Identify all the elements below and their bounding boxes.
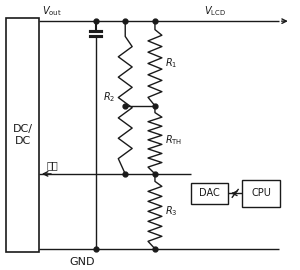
Bar: [190, 183, 228, 204]
Text: GND: GND: [69, 256, 95, 266]
Text: DAC: DAC: [199, 188, 220, 198]
Bar: [6, 18, 39, 252]
Text: CPU: CPU: [251, 188, 271, 198]
Text: 反馈: 反馈: [47, 160, 59, 170]
Text: $V_{\rm out}$: $V_{\rm out}$: [42, 4, 62, 18]
Text: $R_2$: $R_2$: [103, 91, 115, 104]
Text: $V_{\rm LCD}$: $V_{\rm LCD}$: [205, 4, 226, 18]
Text: $R_3$: $R_3$: [165, 204, 177, 218]
Text: $R_{\rm TH}$: $R_{\rm TH}$: [165, 133, 182, 147]
Text: DC/
DC: DC/ DC: [13, 124, 33, 146]
Bar: [242, 180, 280, 207]
Text: $R_1$: $R_1$: [165, 57, 177, 70]
